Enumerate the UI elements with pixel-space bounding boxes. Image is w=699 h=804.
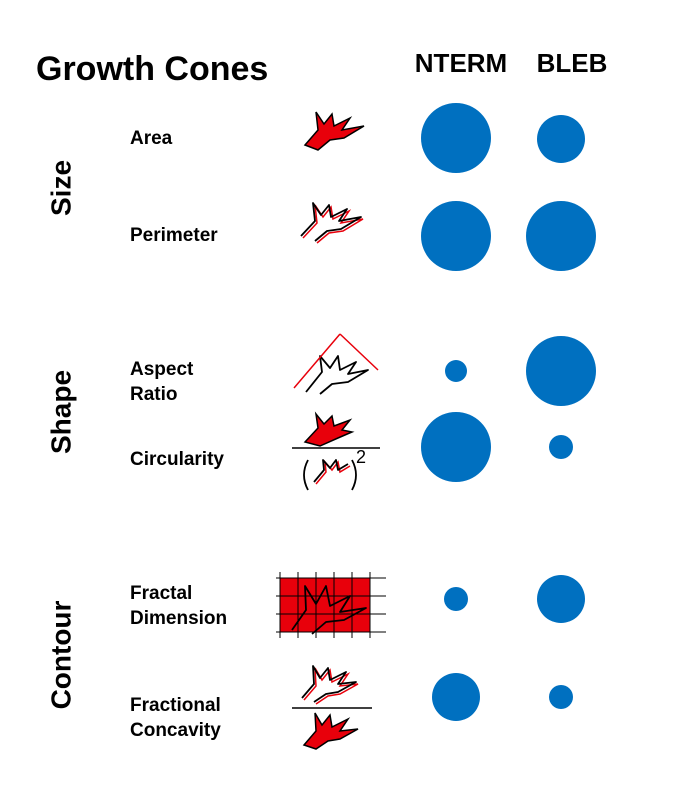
title: Growth Cones [36,50,268,88]
column-header: NTERM [415,48,507,78]
bubble [537,115,585,163]
row-label: Circularity [130,449,224,470]
bubble [549,435,573,459]
bubble [526,336,596,406]
icon-area [303,111,365,151]
bubble [549,685,573,709]
group-label: Size [45,160,76,216]
row-label: Perimeter [130,225,218,246]
bubble [421,103,491,173]
icon-fractal [276,572,386,638]
column-header: BLEB [537,48,608,78]
row-label: Fractional [130,695,221,716]
icon-perimeter [300,202,364,244]
bubble [421,412,491,482]
group-label: Contour [45,600,76,709]
bubble [444,587,468,611]
exponent: 2 [356,447,366,467]
bubble [445,360,467,382]
bubble [526,201,596,271]
row-label: Area [130,128,173,149]
row-label: Ratio [130,384,178,405]
row-label: Concavity [130,720,221,741]
bubble [537,575,585,623]
bubble [432,673,480,721]
row-label: Dimension [130,608,227,629]
group-label: Shape [45,370,76,454]
icon-aspect-ratio [293,333,379,395]
bubble [421,201,491,271]
row-label: Aspect [130,359,194,380]
icon-circularity: 2 [292,411,380,491]
icon-concavity [292,665,372,750]
row-label: Fractal [130,583,192,604]
